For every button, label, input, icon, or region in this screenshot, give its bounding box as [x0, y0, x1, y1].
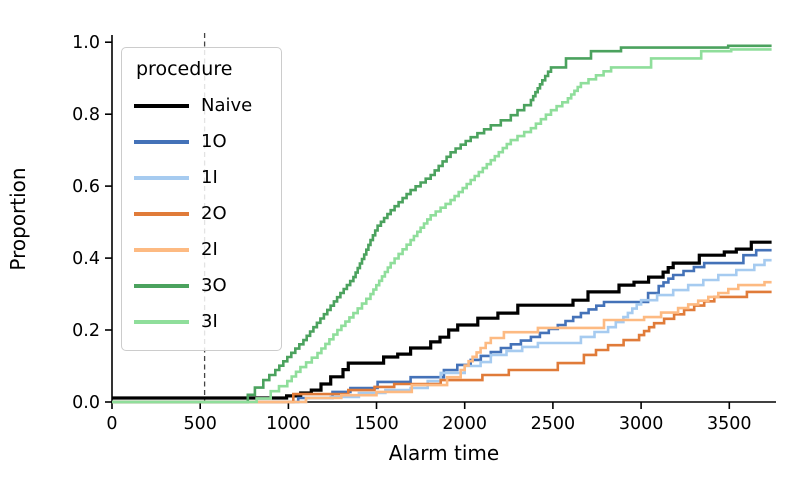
legend-entry-label: 2O: [201, 203, 227, 224]
series-line-3o: [112, 44, 772, 404]
legend-entry-label: 2I: [201, 239, 218, 260]
legend-entry-label: 3O: [201, 275, 227, 296]
y-tick-label: 1.0: [72, 33, 100, 53]
legend-entry-1i: 1I: [134, 160, 269, 196]
legend-line-swatch-2i: [134, 248, 189, 252]
x-tick-label: 2500: [531, 414, 576, 434]
series-line-2i: [112, 280, 772, 404]
x-tick-label: 1000: [266, 414, 311, 434]
legend-line-swatch-1i: [134, 176, 189, 180]
legend: procedure Naive 1O 1I 2O 2I 3O 3I: [121, 47, 282, 351]
legend-line-swatch-1o: [134, 140, 189, 144]
legend-line-swatch-3i: [134, 320, 189, 324]
legend-entry-2i: 2I: [134, 232, 269, 268]
x-tick-label: 3500: [707, 414, 752, 434]
legend-entry-naive: Naive: [134, 88, 269, 124]
legend-entry-2o: 2O: [134, 196, 269, 232]
legend-entry-1o: 1O: [134, 124, 269, 160]
series-line-naive: [112, 240, 772, 400]
x-tick-label: 2000: [442, 414, 487, 434]
y-tick-label: 0.6: [72, 177, 100, 197]
y-tick-label: 0.8: [72, 105, 100, 125]
x-tick-label: 500: [183, 414, 216, 434]
series-line-1i: [112, 258, 772, 404]
legend-line-swatch-2o: [134, 212, 189, 216]
legend-title: procedure: [136, 58, 233, 80]
series-line-3i: [112, 48, 772, 404]
series-line-2o: [112, 290, 772, 404]
y-tick-label: 0.0: [72, 393, 100, 413]
y-axis-label: Proportion: [6, 167, 30, 271]
legend-entry-label: 1I: [201, 167, 218, 188]
legend-entry-3i: 3I: [134, 304, 269, 340]
x-axis-label: Alarm time: [388, 441, 500, 465]
x-tick-label: 1500: [354, 414, 399, 434]
legend-entry-label: 1O: [201, 131, 227, 152]
legend-line-swatch-naive: [134, 104, 189, 108]
x-tick-label: 0: [106, 414, 117, 434]
legend-entry-label: 3I: [201, 311, 218, 332]
x-tick-label: 3000: [619, 414, 664, 434]
y-tick-label: 0.4: [72, 249, 100, 269]
legend-entry-label: Naive: [201, 95, 253, 116]
legend-line-swatch-3o: [134, 284, 189, 288]
legend-entry-3o: 3O: [134, 268, 269, 304]
y-tick-label: 0.2: [72, 321, 100, 341]
